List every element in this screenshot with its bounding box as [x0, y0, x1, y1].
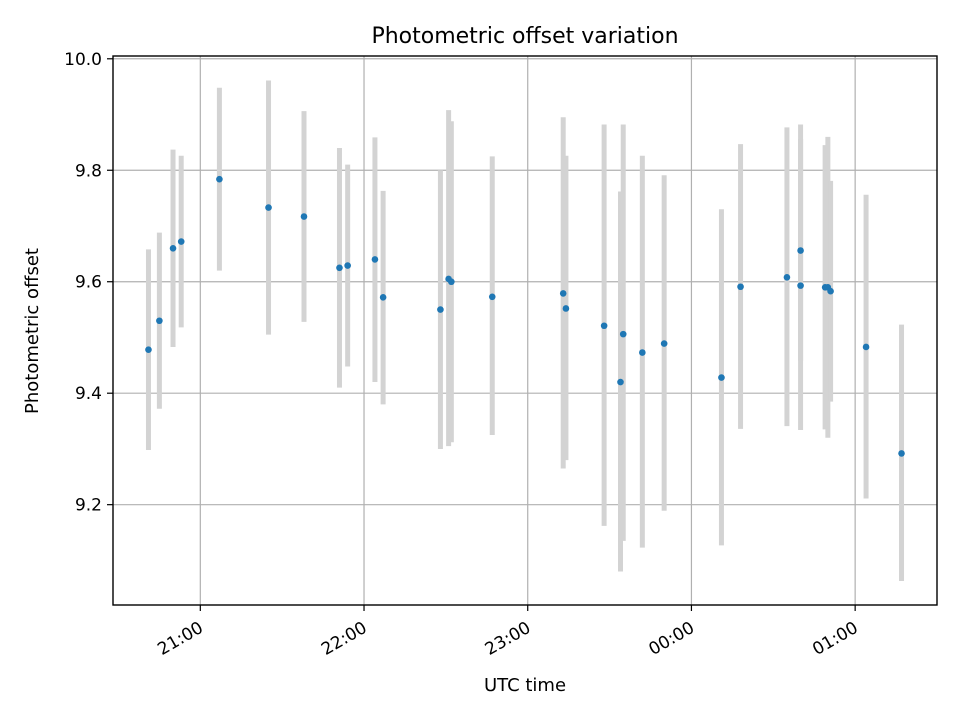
x-tick-label: 21:00: [154, 618, 206, 660]
data-point: [145, 346, 152, 354]
data-points: [145, 175, 905, 457]
plot-frame: [112, 55, 938, 606]
data-point: [216, 175, 223, 183]
data-point: [169, 244, 177, 252]
data-point: [619, 330, 627, 338]
data-point: [437, 306, 444, 313]
y-tick-label: 9.8: [75, 161, 102, 181]
y-tick-label: 10.0: [64, 50, 102, 70]
data-point: [862, 343, 870, 351]
data-point: [344, 262, 351, 269]
plot-area: [113, 56, 937, 605]
data-point: [379, 294, 387, 301]
y-tick-label: 9.2: [75, 496, 102, 516]
data-point: [371, 256, 379, 263]
x-tick-label: 22:00: [318, 618, 370, 660]
data-point: [898, 450, 905, 457]
data-point: [265, 204, 272, 211]
x-axis-label: UTC time: [484, 675, 566, 696]
data-point: [737, 283, 744, 291]
data-point: [600, 322, 608, 330]
data-point: [797, 247, 804, 254]
data-point: [156, 317, 163, 325]
data-point: [718, 374, 725, 381]
x-axis: 21:00 22:00 23:00 00:00 01:00: [154, 605, 862, 660]
chart-title: Photometric offset variation: [371, 24, 678, 49]
data-point: [797, 282, 804, 289]
x-tick-label: 01:00: [809, 618, 861, 660]
data-point: [300, 213, 308, 220]
data-point: [639, 349, 646, 356]
data-point: [336, 264, 343, 272]
y-axis-label: Photometric offset: [22, 248, 43, 414]
y-axis: 9.2 9.4 9.6 9.8 10.0: [64, 50, 113, 516]
data-point: [448, 278, 455, 286]
data-point: [562, 305, 570, 312]
data-point: [783, 273, 791, 281]
data-point: [488, 293, 496, 301]
data-point: [177, 238, 185, 245]
x-tick-label: 23:00: [482, 618, 534, 660]
y-tick-label: 9.6: [75, 273, 102, 293]
y-tick-label: 9.4: [75, 384, 102, 404]
data-point: [559, 290, 567, 297]
data-point: [827, 287, 834, 295]
x-tick-label: 00:00: [646, 618, 698, 660]
data-point: [617, 378, 624, 386]
data-point: [660, 340, 668, 347]
